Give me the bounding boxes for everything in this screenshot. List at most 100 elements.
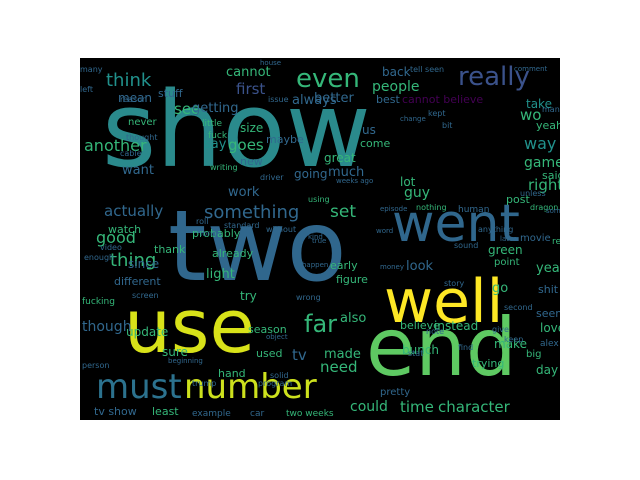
word-though: though [82, 319, 132, 335]
word-early: early [330, 259, 358, 272]
word-another: another [84, 136, 147, 155]
word-since: since [128, 257, 160, 271]
word-try: try [240, 289, 257, 303]
word-kind: kind [308, 233, 323, 241]
word-guy: guy [404, 185, 431, 201]
word-money: money [380, 263, 404, 271]
word-come: come [360, 137, 391, 150]
word-going: going [294, 167, 328, 181]
word-go: go [492, 281, 509, 296]
word-trying: trying [472, 357, 505, 370]
word-make: make [494, 337, 527, 351]
word-season: season [248, 323, 287, 336]
word-way: way [524, 134, 557, 153]
word-second: second [504, 303, 533, 312]
word-bunch: bunch [402, 343, 440, 357]
word-post: post [506, 193, 530, 206]
word-size: size [240, 121, 264, 135]
word-must: must [96, 367, 182, 407]
word-far: far [304, 310, 338, 338]
word-hand: hand [218, 367, 246, 380]
word-left: left [80, 85, 93, 94]
word-two: two [168, 190, 347, 304]
word-long: long [200, 229, 218, 238]
word-enough: enough [84, 253, 115, 262]
word-maybe: maybe [266, 133, 304, 146]
word-pretty: pretty [380, 387, 411, 398]
word-made: made [324, 347, 361, 362]
word-issue: issue [268, 95, 289, 104]
word-stuff: stuff [158, 87, 183, 100]
word-driver: driver [260, 173, 284, 182]
word-trump: trump [192, 379, 217, 388]
word-see: see [174, 100, 201, 118]
word-wo: wo [520, 106, 542, 124]
word-set: set [330, 202, 356, 222]
word-cannot-believe: cannot believe [402, 93, 484, 106]
word-great: great [324, 151, 356, 165]
word-right: right [528, 176, 560, 194]
word-work: work [228, 185, 260, 200]
word-human: human [458, 205, 490, 215]
word-best: best [376, 93, 400, 106]
word-green: green [488, 243, 523, 257]
word-program: program [258, 379, 293, 388]
word-thought: thought [126, 133, 158, 142]
word-really: really [458, 62, 530, 92]
word-dragon: dragon [530, 203, 559, 212]
word-screen: screen [132, 291, 159, 300]
word-went: went [392, 194, 520, 254]
word-person: person [82, 361, 110, 370]
word-always: always [292, 93, 337, 108]
word-cannot: cannot [226, 65, 271, 80]
word-movie: movie [520, 233, 551, 244]
word-already: already [212, 247, 254, 260]
word-take: take [526, 97, 552, 111]
word-say: say [204, 137, 227, 152]
word-word: word [376, 227, 394, 235]
word-anything: anything [478, 225, 514, 234]
word-roll: roll [196, 217, 209, 226]
word-instead: instead [434, 319, 479, 333]
word-car: car [250, 409, 265, 419]
word-could: could [350, 399, 388, 415]
word-need: need [320, 358, 358, 376]
word-light: light [206, 267, 235, 282]
word-year: year [536, 261, 560, 276]
word-least: least [152, 405, 179, 418]
word-believe: believe [400, 319, 440, 332]
word-shit: shit [538, 283, 559, 296]
word-kept: kept [428, 109, 446, 118]
word-said: said [542, 169, 560, 182]
word-used: used [256, 347, 283, 360]
word-fucking: fucking [82, 297, 115, 307]
word-weeks-ago: weeks ago [336, 177, 374, 185]
word-watch: watch [108, 223, 142, 236]
word-show: show [102, 69, 371, 191]
word-update: update [126, 325, 169, 339]
word-change: change [400, 115, 426, 123]
word-much: much [328, 165, 365, 180]
word-use: use [124, 284, 255, 370]
word-also: also [340, 311, 367, 326]
word-story: story [444, 279, 465, 288]
word-goes: goes [228, 136, 264, 154]
word-wrong: wrong [296, 293, 321, 302]
word-getting: getting [192, 101, 239, 116]
word-look: look [406, 259, 434, 274]
word-tv: tv [292, 346, 307, 364]
word-figure: figure [336, 273, 368, 286]
word-well: well [384, 267, 504, 337]
word-someone: someone [546, 207, 560, 215]
word-actually: actually [104, 202, 164, 220]
word-new: new [240, 155, 263, 168]
word-solid: solid [270, 371, 289, 380]
word-sound: sound [454, 241, 479, 250]
word-mean: mean [118, 91, 153, 105]
word-later: later [500, 235, 517, 243]
word-happen: happen [302, 261, 329, 269]
word-good: good [96, 228, 136, 247]
word-lot: lot [400, 175, 416, 189]
word-episode: episode [380, 205, 408, 213]
word-true: true [312, 237, 327, 245]
